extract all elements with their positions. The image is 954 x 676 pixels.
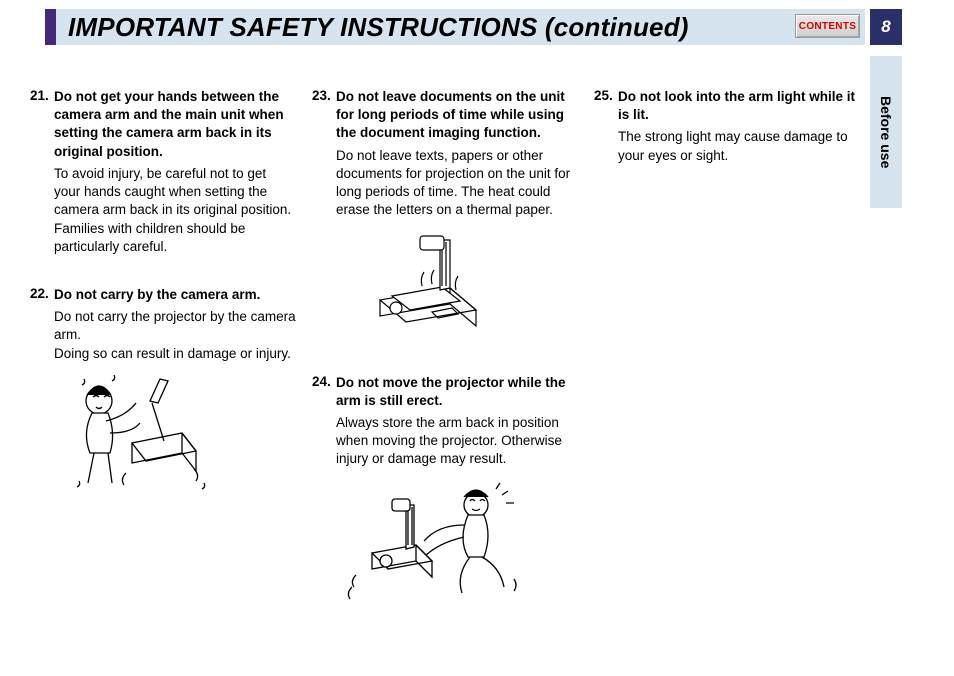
page-number: 8	[870, 9, 902, 45]
instruction-21: 21. Do not get your hands between the ca…	[30, 88, 296, 256]
illustration-carry-by-arm	[54, 373, 296, 523]
illustration-heat-unit	[362, 230, 578, 350]
instruction-23: 23. Do not leave documents on the unit f…	[312, 88, 578, 350]
contents-button-label: CONTENTS	[799, 21, 856, 32]
item-heading: Do not move the projector while the arm …	[336, 374, 578, 410]
item-body: Do not carry the projector by the camera…	[54, 308, 296, 363]
content-area: 21. Do not get your hands between the ca…	[30, 88, 860, 653]
page-root: IMPORTANT SAFETY INSTRUCTIONS (continued…	[0, 0, 954, 676]
instruction-22: 22. Do not carry by the camera arm. Do n…	[30, 286, 296, 523]
instruction-25: 25. Do not look into the arm light while…	[594, 88, 860, 165]
item-heading: Do not get your hands between the camera…	[54, 88, 296, 161]
item-number: 25.	[594, 88, 618, 103]
item-body: Do not leave texts, papers or other docu…	[336, 147, 578, 220]
section-tab-label: Before use	[878, 96, 894, 168]
item-heading: Do not look into the arm light while it …	[618, 88, 860, 124]
page-title: IMPORTANT SAFETY INSTRUCTIONS (continued…	[68, 12, 689, 43]
item-number: 24.	[312, 374, 336, 389]
item-body: To avoid injury, be careful not to get y…	[54, 165, 296, 256]
column-3: 25. Do not look into the arm light while…	[594, 88, 860, 653]
column-2: 23. Do not leave documents on the unit f…	[312, 88, 578, 653]
item-number: 23.	[312, 88, 336, 103]
contents-button[interactable]: CONTENTS	[795, 14, 860, 38]
header-accent	[45, 9, 56, 45]
item-number: 21.	[30, 88, 54, 103]
column-1: 21. Do not get your hands between the ca…	[30, 88, 296, 653]
item-body: The strong light may cause damage to you…	[618, 128, 860, 164]
instruction-24: 24. Do not move the projector while the …	[312, 374, 578, 629]
section-tab: Before use	[870, 56, 902, 208]
item-heading: Do not carry by the camera arm.	[54, 286, 296, 304]
item-number: 22.	[30, 286, 54, 301]
item-heading: Do not leave documents on the unit for l…	[336, 88, 578, 143]
item-body: Always store the arm back in position wh…	[336, 414, 578, 469]
illustration-moving-arm-erect	[336, 479, 578, 629]
